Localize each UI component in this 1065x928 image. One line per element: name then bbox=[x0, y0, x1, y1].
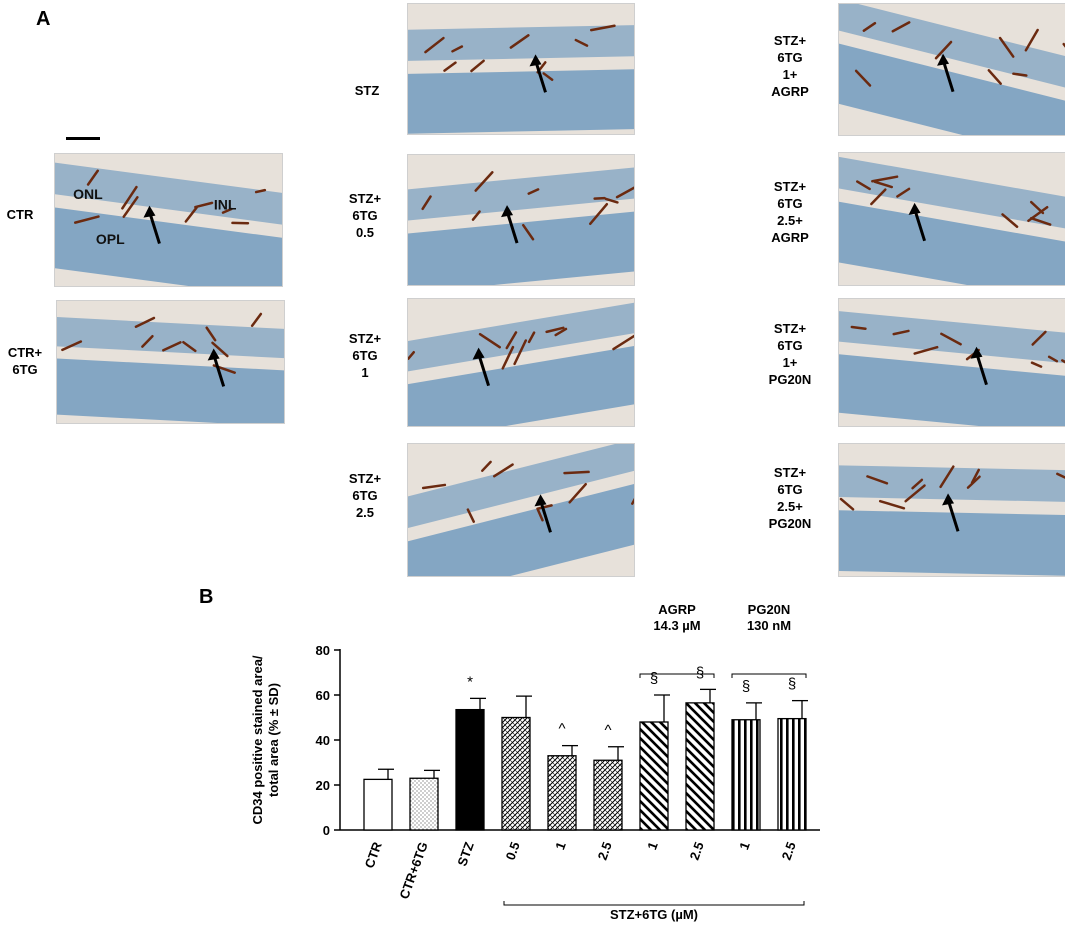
significance-mark: § bbox=[742, 678, 750, 695]
bar bbox=[731, 719, 761, 831]
group-label: 130 nM bbox=[747, 618, 791, 633]
y-axis-label: total area (% ± SD) bbox=[266, 683, 281, 797]
bar bbox=[455, 708, 485, 831]
bottom-bracket-label: STZ+6TG (µM) bbox=[610, 907, 698, 922]
bar bbox=[501, 716, 531, 831]
bottom-bracket bbox=[503, 901, 805, 906]
label-pg25: STZ+ 6TG 2.5+ PG20N bbox=[768, 465, 812, 531]
y-axis-label: CD34 positive stained area/ bbox=[250, 655, 265, 824]
bar bbox=[593, 759, 623, 831]
x-tick-label: STZ bbox=[454, 840, 477, 868]
panel-a-letter: A bbox=[36, 8, 51, 30]
group-bracket bbox=[731, 673, 807, 678]
x-tick-label: CTR+6TG bbox=[396, 840, 430, 901]
bar bbox=[685, 702, 715, 831]
y-tick-label: 20 bbox=[316, 778, 330, 793]
bar bbox=[363, 778, 393, 831]
significance-mark: * bbox=[467, 673, 473, 690]
x-tick-label: 1 bbox=[552, 840, 569, 852]
label-stz6tg1: STZ+ 6TG 1 bbox=[348, 331, 382, 380]
group-label: PG20N bbox=[748, 602, 791, 617]
bar bbox=[777, 717, 807, 831]
group-bracket bbox=[639, 673, 715, 678]
micrograph-stz bbox=[407, 3, 635, 135]
bar bbox=[639, 721, 669, 831]
label-stz: STZ bbox=[354, 83, 380, 98]
significance-mark: ^ bbox=[558, 721, 565, 738]
label-pg1: STZ+ 6TG 1+ PG20N bbox=[768, 321, 812, 387]
label-stz6tg05: STZ+ 6TG 0.5 bbox=[348, 191, 382, 240]
bar bbox=[409, 777, 439, 831]
x-tick-label: 2.5 bbox=[687, 840, 707, 862]
scale-bar bbox=[66, 137, 100, 140]
bar-chart: 0 20 40 60 80 CD34 positive stained area/tota… bbox=[250, 602, 820, 922]
y-tick-label: 60 bbox=[316, 688, 330, 703]
x-tick-label: 2.5 bbox=[779, 840, 799, 862]
micrograph-agrp25 bbox=[838, 152, 1065, 286]
significance-mark: § bbox=[788, 676, 796, 693]
micrograph-ctr: ONL INL OPL bbox=[54, 153, 283, 287]
micrograph-stz6tg05 bbox=[407, 154, 635, 286]
label-stz6tg25: STZ+ 6TG 2.5 bbox=[348, 471, 382, 520]
panel-b-letter: B bbox=[199, 586, 214, 608]
micrograph-stz6tg25 bbox=[407, 443, 635, 577]
bar bbox=[547, 755, 577, 831]
y-tick-label: 40 bbox=[316, 733, 330, 748]
x-tick-label: 1 bbox=[736, 840, 753, 852]
label-ctr: CTR bbox=[6, 207, 34, 222]
layer-label-opl: OPL bbox=[96, 231, 125, 247]
x-tick-label: 1 bbox=[644, 840, 661, 852]
layer-label-onl: ONL bbox=[73, 186, 103, 202]
micrograph-agrp1 bbox=[838, 3, 1065, 136]
label-agrp1: STZ+ 6TG 1+ AGRP bbox=[771, 33, 809, 99]
significance-mark: ^ bbox=[604, 722, 611, 739]
label-agrp25: STZ+ 6TG 2.5+ AGRP bbox=[771, 179, 809, 245]
layer-label-inl: INL bbox=[214, 196, 237, 212]
group-label: AGRP bbox=[658, 602, 696, 617]
y-tick-label: 0 bbox=[323, 823, 330, 838]
x-tick-label: CTR bbox=[362, 839, 385, 870]
micrograph-stz6tg1 bbox=[407, 298, 635, 427]
micrograph-ctr6tg bbox=[56, 300, 285, 424]
group-label: 14.3 µM bbox=[653, 618, 700, 633]
y-tick-label: 80 bbox=[316, 643, 330, 658]
significance-mark: § bbox=[696, 664, 704, 681]
x-tick-label: 2.5 bbox=[595, 840, 615, 862]
micrograph-pg1 bbox=[838, 298, 1065, 427]
label-ctr6tg: CTR+ 6TG bbox=[7, 345, 43, 377]
significance-mark: § bbox=[650, 670, 658, 687]
x-tick-label: 0.5 bbox=[503, 840, 523, 862]
micrograph-pg25 bbox=[838, 443, 1065, 577]
